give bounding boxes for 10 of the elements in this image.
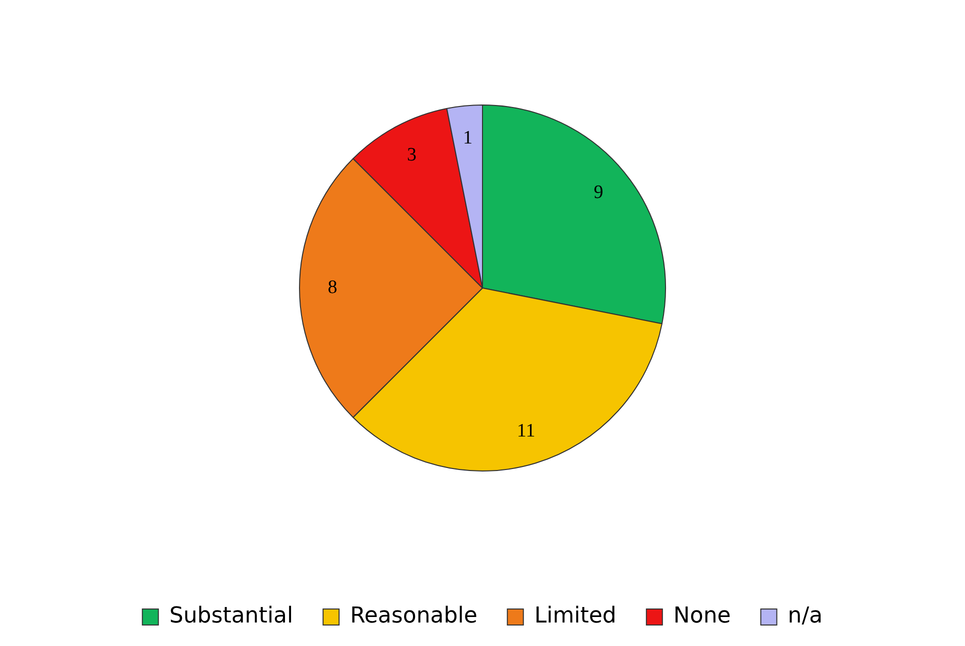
data-label: 3 bbox=[407, 144, 417, 166]
legend-label: None bbox=[673, 604, 731, 629]
data-label: 8 bbox=[328, 276, 338, 298]
data-label: 9 bbox=[594, 182, 604, 203]
legend-label: Reasonable bbox=[350, 604, 478, 629]
data-label: 11 bbox=[516, 420, 536, 442]
legend-label: Substantial bbox=[169, 604, 294, 629]
legend-label: Limited bbox=[534, 604, 616, 629]
legend-label: n/a bbox=[788, 604, 823, 629]
data-label: 1 bbox=[463, 128, 473, 149]
